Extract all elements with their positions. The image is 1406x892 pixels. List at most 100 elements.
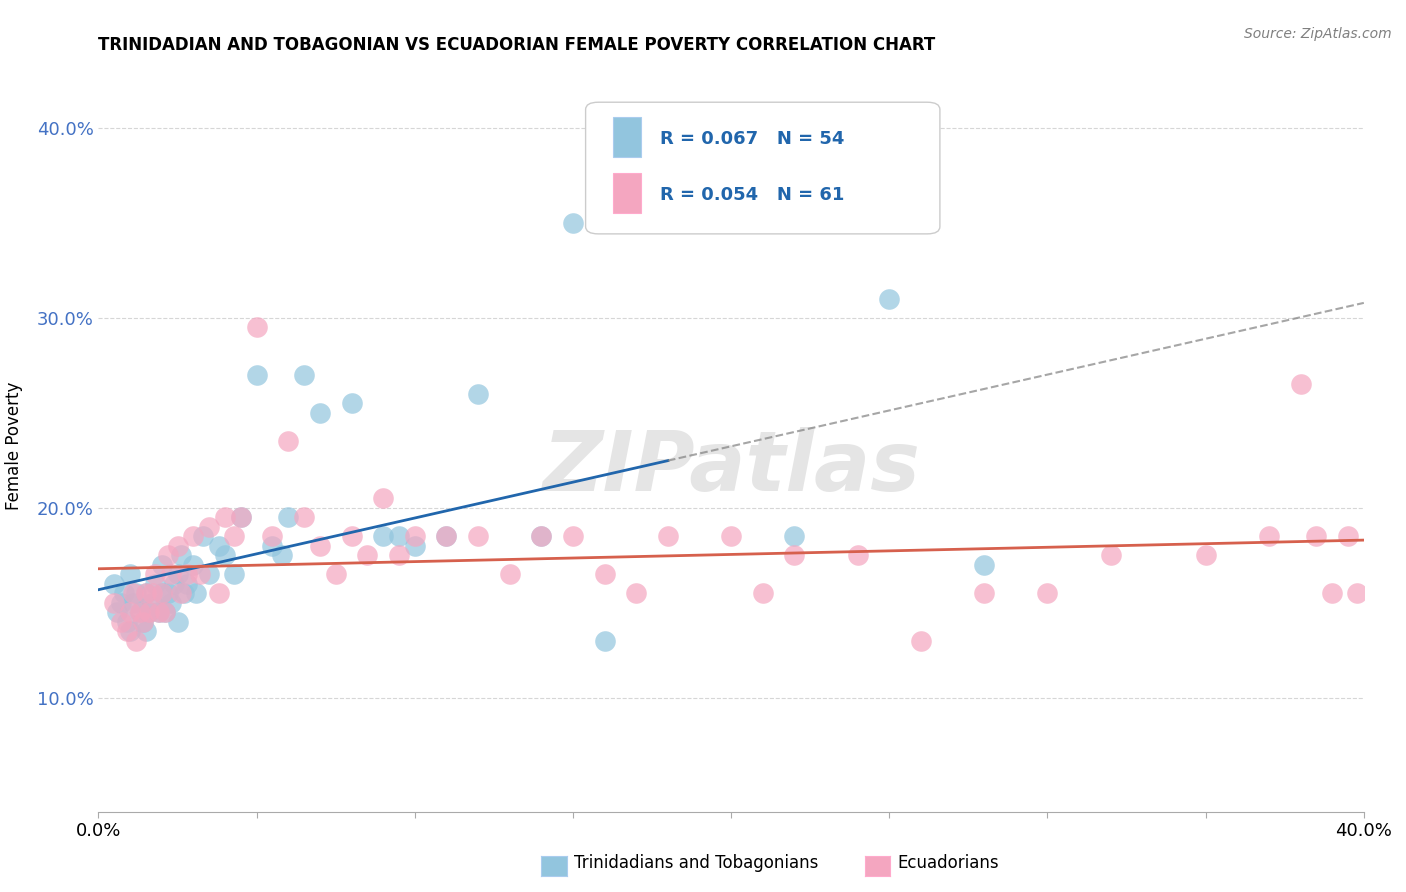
- Point: [1337, 529, 1360, 543]
- Point: [110, 596, 132, 610]
- Point: [246, 320, 269, 334]
- Point: [128, 605, 150, 619]
- Bar: [613, 117, 641, 157]
- Point: [120, 605, 141, 619]
- Point: [229, 510, 252, 524]
- Point: [103, 596, 125, 610]
- Point: [910, 633, 932, 648]
- Point: [160, 567, 183, 582]
- Point: [157, 586, 180, 600]
- Point: [783, 529, 806, 543]
- Point: [1099, 548, 1122, 562]
- Point: [292, 368, 315, 382]
- FancyBboxPatch shape: [585, 103, 941, 234]
- Point: [163, 576, 186, 591]
- Point: [783, 548, 806, 562]
- Point: [103, 576, 125, 591]
- Point: [186, 586, 208, 600]
- Text: TRINIDADIAN AND TOBAGONIAN VS ECUADORIAN FEMALE POVERTY CORRELATION CHART: TRINIDADIAN AND TOBAGONIAN VS ECUADORIAN…: [98, 36, 935, 54]
- Point: [1305, 529, 1327, 543]
- Point: [309, 539, 332, 553]
- Point: [371, 529, 394, 543]
- Point: [145, 576, 166, 591]
- Point: [153, 605, 176, 619]
- Point: [148, 605, 170, 619]
- Point: [166, 539, 188, 553]
- Point: [388, 548, 411, 562]
- Point: [467, 529, 489, 543]
- Point: [214, 548, 236, 562]
- Point: [467, 386, 489, 401]
- Point: [214, 510, 236, 524]
- Point: [138, 605, 160, 619]
- Point: [1257, 529, 1279, 543]
- Text: Source: ZipAtlas.com: Source: ZipAtlas.com: [1244, 27, 1392, 41]
- Point: [173, 586, 195, 600]
- Point: [135, 586, 157, 600]
- Point: [404, 529, 426, 543]
- Point: [1036, 586, 1059, 600]
- Point: [166, 615, 188, 629]
- Point: [188, 567, 211, 582]
- Point: [340, 529, 363, 543]
- Point: [169, 548, 191, 562]
- Text: R = 0.067   N = 54: R = 0.067 N = 54: [661, 130, 845, 148]
- Point: [973, 586, 995, 600]
- Point: [657, 529, 679, 543]
- Point: [150, 558, 173, 572]
- Point: [340, 396, 363, 410]
- Point: [262, 529, 284, 543]
- Point: [141, 596, 163, 610]
- Text: ZIPatlas: ZIPatlas: [543, 427, 920, 508]
- Point: [436, 529, 458, 543]
- Point: [1289, 377, 1312, 392]
- Point: [877, 292, 900, 306]
- Point: [153, 605, 176, 619]
- Point: [1347, 586, 1369, 600]
- Point: [148, 605, 170, 619]
- Point: [107, 605, 129, 619]
- Point: [122, 596, 145, 610]
- Point: [530, 529, 553, 543]
- Point: [208, 539, 231, 553]
- Point: [1322, 586, 1344, 600]
- Point: [145, 567, 166, 582]
- Point: [160, 596, 183, 610]
- Point: [229, 510, 252, 524]
- Text: Trinidadians and Tobagonians: Trinidadians and Tobagonians: [574, 855, 818, 872]
- Point: [115, 624, 138, 639]
- Point: [404, 539, 426, 553]
- Point: [125, 586, 148, 600]
- Point: [110, 615, 132, 629]
- Point: [115, 615, 138, 629]
- Point: [388, 529, 411, 543]
- Point: [277, 434, 299, 449]
- Point: [309, 406, 332, 420]
- Point: [720, 529, 742, 543]
- Point: [122, 586, 145, 600]
- Point: [246, 368, 269, 382]
- Point: [530, 529, 553, 543]
- Point: [561, 529, 585, 543]
- Point: [157, 548, 180, 562]
- Point: [135, 586, 157, 600]
- Point: [135, 624, 157, 639]
- Point: [176, 576, 198, 591]
- Point: [624, 586, 647, 600]
- Point: [169, 586, 191, 600]
- Point: [436, 529, 458, 543]
- Point: [138, 605, 160, 619]
- Point: [270, 548, 294, 562]
- Point: [176, 567, 198, 582]
- Point: [325, 567, 347, 582]
- Point: [262, 539, 284, 553]
- Point: [132, 615, 155, 629]
- Point: [183, 529, 205, 543]
- Point: [125, 633, 148, 648]
- Point: [191, 529, 214, 543]
- Text: Ecuadorians: Ecuadorians: [897, 855, 998, 872]
- Point: [561, 216, 585, 230]
- Point: [198, 567, 221, 582]
- Point: [224, 567, 246, 582]
- Point: [292, 510, 315, 524]
